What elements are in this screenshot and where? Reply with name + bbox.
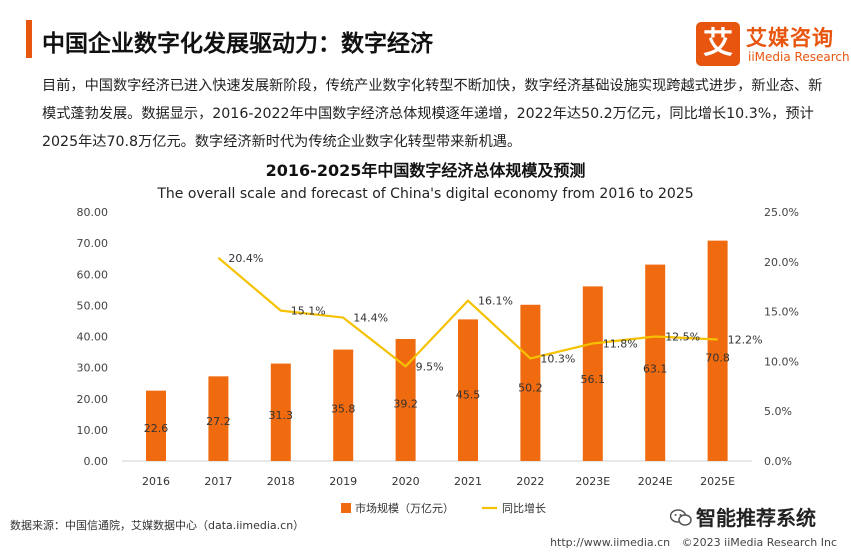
growth-value-label: 11.8% xyxy=(603,337,638,350)
y-left-tick-label: 70.00 xyxy=(77,237,109,250)
y-left-tick-label: 0.00 xyxy=(84,455,109,468)
title-accent-bar xyxy=(26,20,32,58)
y-left-tick-label: 40.00 xyxy=(77,331,109,344)
x-tick-label: 2025E xyxy=(700,475,735,488)
bar xyxy=(645,264,666,461)
y-right-tick-label: 20.0% xyxy=(764,256,799,269)
y-right-tick-label: 15.0% xyxy=(764,306,799,319)
bar xyxy=(520,304,541,461)
wechat-account-name: 智能推荐系统 xyxy=(696,506,816,530)
bar-value-label: 45.5 xyxy=(456,388,481,401)
bar xyxy=(333,349,354,461)
y-left-tick-label: 60.00 xyxy=(77,268,109,281)
x-tick-label: 2024E xyxy=(638,475,673,488)
y-left-tick-label: 30.00 xyxy=(77,362,109,375)
bar-value-label: 63.1 xyxy=(643,363,668,376)
wechat-icon xyxy=(670,509,692,526)
logo-cn-name: 艾媒咨询 xyxy=(746,26,834,50)
x-tick-label: 2022 xyxy=(516,475,544,488)
bar-value-label: 22.6 xyxy=(144,422,169,435)
growth-value-label: 16.1% xyxy=(478,295,513,308)
bar-value-label: 50.2 xyxy=(518,382,543,395)
bar-value-label: 35.8 xyxy=(331,403,356,416)
bar xyxy=(707,240,728,461)
x-tick-label: 2017 xyxy=(204,475,232,488)
bar xyxy=(146,390,166,461)
growth-value-label: 20.4% xyxy=(228,252,263,265)
chart-title: 2016-2025年中国数字经济总体规模及预测 xyxy=(265,161,586,180)
legend-label-bars: 市场规模（万亿元） xyxy=(355,501,454,515)
bar-value-label: 70.8 xyxy=(705,351,730,364)
growth-value-label: 14.4% xyxy=(353,312,388,325)
x-tick-label: 2019 xyxy=(329,475,357,488)
iimedia-logo: 艾 艾媒咨询 iiMedia Research xyxy=(696,22,850,70)
footer-info: http://www.iimedia.cn ©2023 iiMedia Rese… xyxy=(542,536,837,549)
bar xyxy=(208,376,229,461)
x-tick-label: 2018 xyxy=(267,475,295,488)
footer-copyright: ©2023 iiMedia Research Inc xyxy=(681,536,837,549)
y-right-tick-label: 10.0% xyxy=(764,355,799,368)
wechat-watermark: 智能推荐系统 xyxy=(670,502,816,531)
x-tick-label: 2016 xyxy=(142,475,170,488)
intro-paragraph: 目前，中国数字经济已进入快速发展新阶段，传统产业数字化转型不断加快，数字经济基础… xyxy=(42,78,823,150)
y-left-tick-label: 80.00 xyxy=(77,206,109,219)
growth-value-label: 9.5% xyxy=(416,360,444,373)
data-source: 数据来源：中国信通院，艾媒数据中心（data.iimedia.cn） xyxy=(10,519,305,532)
x-tick-label: 2023E xyxy=(575,475,610,488)
y-left-tick-label: 10.00 xyxy=(77,424,109,437)
bar-value-label: 31.3 xyxy=(269,409,294,422)
y-right-tick-label: 0.0% xyxy=(764,455,792,468)
growth-value-label: 10.3% xyxy=(540,352,575,365)
y-right-tick-label: 25.0% xyxy=(764,206,799,219)
chart-subtitle: The overall scale and forecast of China'… xyxy=(157,186,694,202)
y-right-tick-label: 5.0% xyxy=(764,405,792,418)
bar xyxy=(270,363,291,461)
growth-value-label: 12.2% xyxy=(728,333,763,346)
logo-mark: 艾 xyxy=(696,22,740,66)
bar xyxy=(395,338,416,461)
growth-value-label: 12.5% xyxy=(665,331,700,344)
bar-value-label: 56.1 xyxy=(581,373,606,386)
footer-url[interactable]: http://www.iimedia.cn xyxy=(550,536,671,549)
legend-swatch-bars xyxy=(341,503,351,513)
bar xyxy=(582,286,603,461)
growth-line xyxy=(217,256,718,368)
logo-en-name: iiMedia Research xyxy=(748,50,850,64)
bar-value-label: 39.2 xyxy=(393,398,418,411)
legend-label-growth: 同比增长 xyxy=(502,501,546,515)
x-tick-label: 2021 xyxy=(454,475,482,488)
bar xyxy=(458,319,478,461)
growth-value-label: 15.1% xyxy=(291,305,326,318)
y-left-tick-label: 50.00 xyxy=(77,299,109,312)
y-left-tick-label: 20.00 xyxy=(77,393,109,406)
page-title: 中国企业数字化发展驱动力：数字经济 xyxy=(42,31,433,57)
bar-value-label: 27.2 xyxy=(206,415,231,428)
x-tick-label: 2020 xyxy=(392,475,420,488)
